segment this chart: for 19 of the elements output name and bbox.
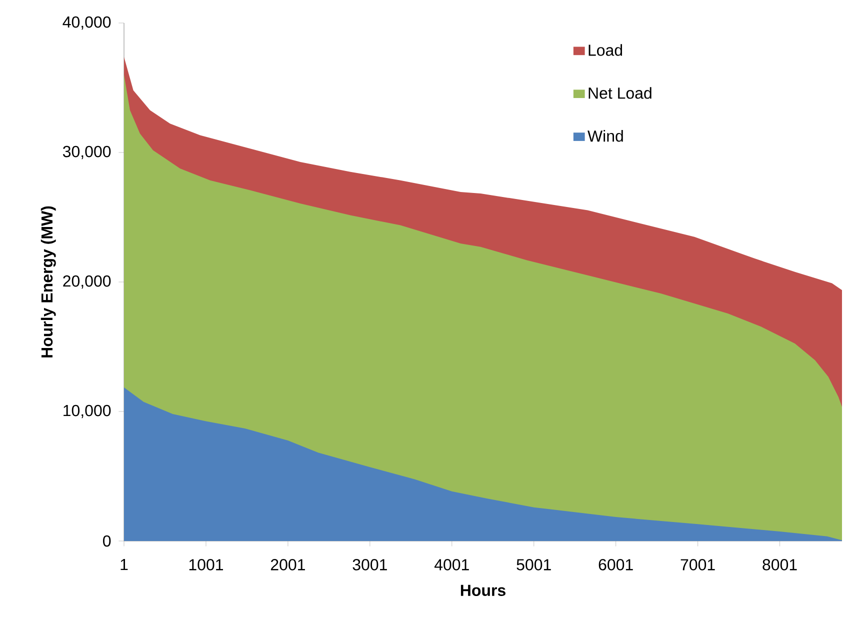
y-tick-label: 40,000: [62, 16, 111, 30]
x-tick-label: 3001: [352, 559, 387, 570]
x-axis-title: Hours: [460, 584, 506, 596]
x-tick-label: 7001: [680, 559, 715, 570]
x-tick-label: 8001: [762, 559, 797, 570]
legend-label: Load: [588, 44, 622, 56]
y-axis-title: Hourly Energy (MW): [40, 206, 56, 358]
x-tick-label: 1: [120, 559, 128, 570]
y-tick-label: 10,000: [64, 404, 111, 418]
legend-label: Net Load: [588, 87, 652, 99]
x-tick-label: 4001: [434, 559, 469, 570]
y-tick-label: 30,000: [62, 146, 111, 160]
legend-label: Wind: [588, 130, 623, 142]
x-tick-label: 6001: [598, 559, 633, 570]
y-tick-label: 20,000: [63, 275, 111, 289]
x-tick-label: 5001: [516, 559, 551, 570]
y-tick-label: 0: [103, 535, 111, 547]
x-tick-label: 2001: [270, 559, 305, 570]
x-tick-label: 1001: [189, 559, 223, 570]
